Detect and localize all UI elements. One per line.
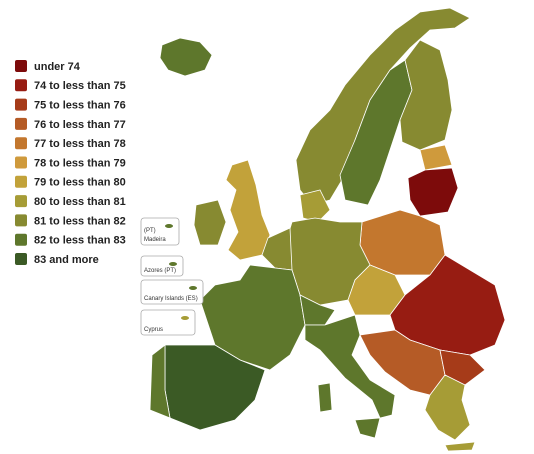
inset-label: (PT) [144, 228, 156, 234]
legend-label: under 74 [34, 61, 81, 73]
inset-box [140, 309, 196, 336]
italy [304, 314, 396, 419]
legend-swatch [15, 117, 27, 130]
legend-label: 78 to less than 79 [34, 157, 126, 169]
legend-swatch [15, 156, 27, 169]
finland [399, 39, 453, 151]
legend-label: 77 to less than 78 [34, 138, 126, 150]
legend-label: 76 to less than 77 [34, 119, 126, 131]
legend-swatch [15, 195, 27, 208]
portugal [149, 344, 171, 419]
legend-swatch [15, 98, 27, 111]
poland [359, 209, 446, 276]
switzerland [299, 294, 336, 326]
inset-label: Madeira [144, 237, 166, 243]
map [149, 7, 506, 452]
inset-island [169, 262, 177, 266]
legend-label: 75 to less than 76 [34, 100, 126, 112]
iceland [159, 37, 213, 77]
crete [444, 441, 476, 452]
legend-swatch [15, 233, 27, 246]
legend-label: 83 and more [34, 254, 99, 266]
inset-island [181, 316, 189, 320]
insets: (PT) Madeira Azores (PT) Canary Islands (ES… [140, 217, 204, 336]
greece [424, 374, 471, 441]
inset-box [140, 279, 204, 305]
legend-swatch [15, 175, 27, 188]
estonia [419, 144, 453, 171]
legend: under 74 74 to less than 75 75 to less tha… [15, 60, 126, 266]
latvia-lithuania [407, 167, 459, 217]
ireland [193, 199, 227, 246]
sardinia [317, 382, 333, 413]
legend-label: 79 to less than 80 [34, 177, 126, 189]
great-britain [225, 159, 271, 261]
inset-island [165, 224, 173, 228]
denmark [299, 189, 331, 223]
france [199, 264, 306, 371]
inset-island [189, 286, 197, 290]
czechia-austria [347, 264, 406, 316]
inset-box [140, 255, 184, 277]
legend-label: 74 to less than 75 [34, 80, 126, 92]
legend-swatch [15, 253, 27, 265]
legend-swatch [15, 214, 27, 227]
inset-label: Canary Islands (ES) [144, 296, 198, 302]
sicily [354, 417, 381, 439]
legend-swatch [15, 137, 27, 150]
legend-swatch [15, 79, 27, 92]
legend-label: 80 to less than 81 [34, 196, 126, 208]
legend-label: 81 to less than 82 [34, 215, 126, 227]
inset-label: Cyprus [144, 327, 163, 333]
legend-swatch [15, 60, 27, 72]
bulgaria [439, 349, 486, 386]
legend-label: 82 to less than 83 [34, 235, 126, 247]
inset-label: Azores (PT) [144, 268, 176, 274]
